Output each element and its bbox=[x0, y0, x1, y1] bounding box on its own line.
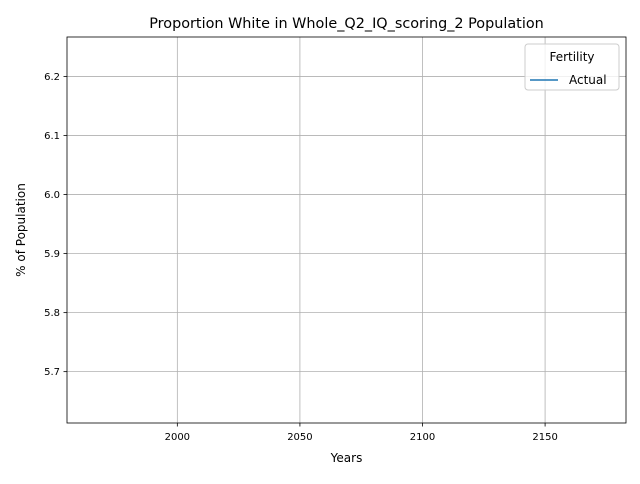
x-axis-label: Years bbox=[330, 451, 363, 465]
legend-title: Fertility bbox=[549, 50, 594, 64]
legend: Fertility Actual bbox=[524, 43, 620, 91]
legend-box bbox=[524, 43, 620, 91]
y-tick-label: 6.2 bbox=[44, 72, 60, 83]
y-tick-label: 6.1 bbox=[44, 131, 60, 142]
x-tick-label: 2050 bbox=[287, 432, 312, 443]
chart-title: Proportion White in Whole_Q2_IQ_scoring_… bbox=[149, 16, 544, 32]
x-tick-label: 2150 bbox=[532, 432, 557, 443]
legend-label-actual: Actual bbox=[569, 73, 607, 87]
y-tick-label: 5.9 bbox=[44, 249, 60, 260]
y-tick-label: 5.8 bbox=[44, 308, 60, 319]
y-axis-label: % of Population bbox=[14, 183, 28, 277]
x-tick-label: 2100 bbox=[410, 432, 435, 443]
y-tick-label: 5.7 bbox=[44, 367, 60, 378]
axes-frame bbox=[66, 36, 627, 424]
y-tick-label: 6.0 bbox=[44, 190, 60, 201]
tick-layer: 2000 2050 2100 2150 5.7 5.8 5.9 6.0 6.1 6.2 bbox=[44, 72, 558, 443]
x-tick-label: 2000 bbox=[165, 432, 190, 443]
